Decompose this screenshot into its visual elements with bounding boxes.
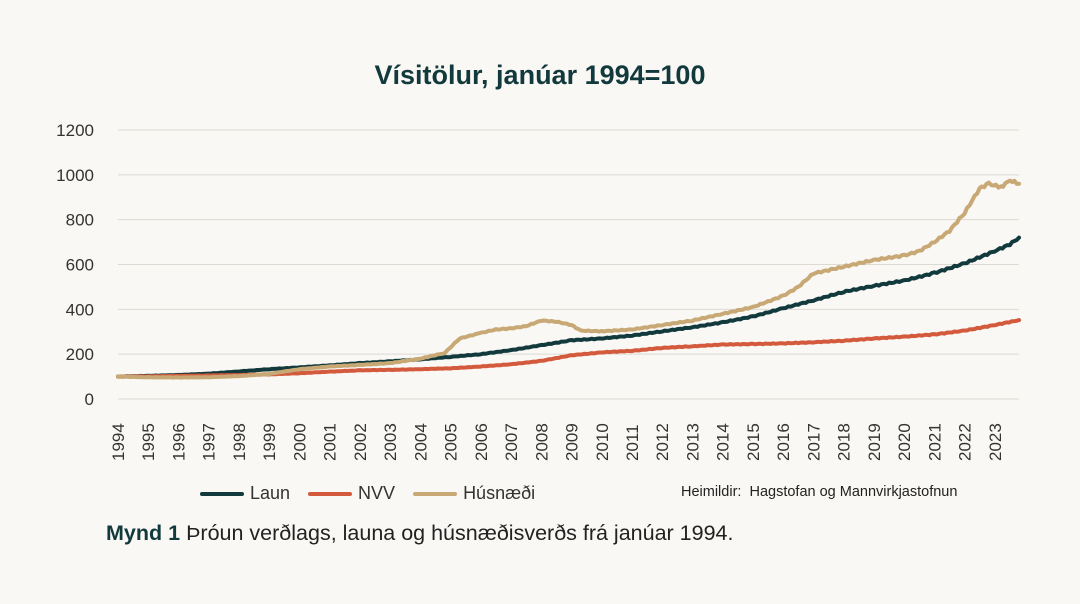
x-tick-label: 2000 (290, 423, 309, 461)
legend-item: NVV (308, 483, 395, 504)
x-tick-label: 2020 (895, 423, 914, 461)
x-tick-label: 2002 (351, 423, 370, 461)
x-tick-label: 2009 (563, 423, 582, 461)
x-tick-label: 2013 (683, 423, 702, 461)
series-lines (116, 178, 1021, 380)
x-axis-ticks: 1994 1995 1996 1997 1998 1999 2000 2001 2002 2003… (109, 423, 1005, 461)
x-tick-label: 2003 (381, 423, 400, 461)
caption-text: Þróun verðlags, launa og húsnæðisverðs f… (186, 521, 734, 545)
y-axis-ticks: 0 200 400 600 800 1000 1200 (56, 121, 94, 409)
x-tick-label: 2023 (986, 423, 1005, 461)
y-tick-label: 1000 (56, 166, 94, 185)
legend-item: Húsnæði (413, 483, 535, 504)
legend-label: NVV (358, 483, 396, 503)
x-tick-label: 2012 (653, 423, 672, 461)
x-tick-label: 2011 (623, 424, 642, 461)
x-tick-label: 1999 (260, 423, 279, 461)
x-tick-label: 2004 (411, 423, 430, 461)
x-tick-label: 2016 (774, 423, 793, 461)
series-line-húsnæði (116, 178, 1021, 380)
figure-caption: Mynd 1 Þróun verðlags, launa og húsnæðisv… (106, 521, 733, 546)
x-tick-label: 2001 (321, 423, 340, 461)
x-tick-label: 1996 (169, 423, 188, 461)
legend-item: Laun (200, 483, 290, 504)
y-tick-label: 600 (66, 256, 94, 275)
source-note: Heimildir: Hagstofan og Mannvirkjastofnu… (681, 484, 958, 500)
x-tick-label: 2021 (925, 423, 944, 461)
x-tick-label: 2006 (472, 423, 491, 461)
chart-title: Vísitölur, janúar 1994=100 (374, 60, 706, 90)
y-tick-label: 400 (66, 300, 94, 319)
x-tick-label: 1998 (230, 423, 249, 461)
x-tick-label: 2019 (865, 423, 884, 461)
x-tick-label: 2007 (502, 423, 521, 461)
legend-swatch (413, 491, 458, 496)
x-tick-label: 1997 (200, 423, 219, 461)
gridlines (118, 129, 1019, 400)
legend-swatch (308, 491, 353, 496)
x-tick-label: 2014 (714, 423, 733, 461)
series-line-laun (116, 235, 1021, 379)
legend-swatch (200, 491, 244, 496)
x-tick-label: 2022 (956, 423, 975, 461)
x-tick-label: 2018 (835, 423, 854, 461)
x-tick-label: 1994 (109, 423, 128, 461)
x-tick-label: 2017 (804, 423, 823, 461)
y-tick-label: 800 (66, 211, 94, 230)
y-tick-label: 200 (66, 345, 94, 364)
caption-label: Mynd 1 (106, 521, 181, 545)
legend-label: Húsnæði (463, 483, 536, 503)
y-tick-label: 0 (85, 390, 94, 409)
x-tick-label: 2008 (532, 423, 551, 461)
x-tick-label: 2015 (744, 423, 763, 461)
legend-label: Laun (250, 483, 291, 503)
x-tick-label: 2005 (442, 423, 461, 461)
series-line-nvv (116, 318, 1021, 379)
y-tick-label: 1200 (56, 121, 94, 140)
x-tick-label: 2010 (593, 423, 612, 461)
legend: Laun NVV Húsnæði (200, 483, 553, 504)
x-tick-label: 1995 (139, 423, 158, 461)
